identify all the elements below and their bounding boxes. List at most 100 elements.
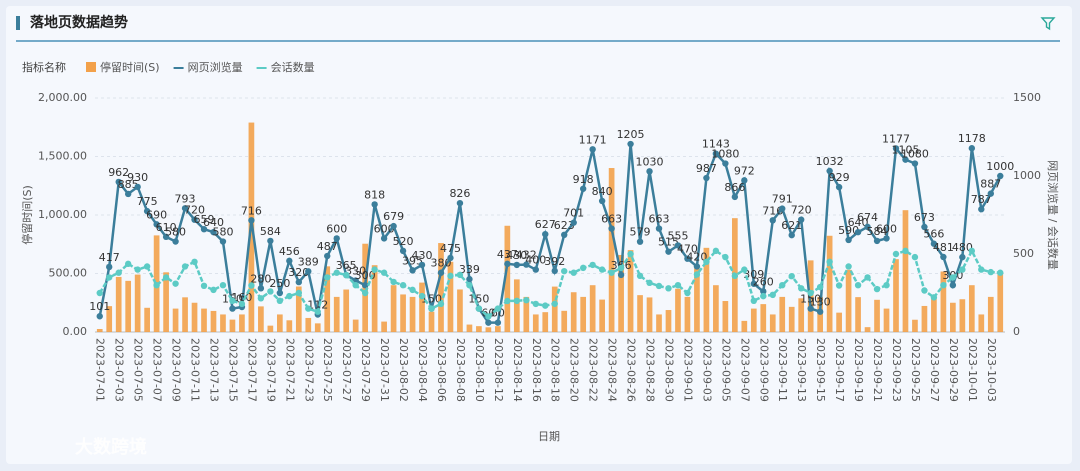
- point: [854, 282, 862, 289]
- bar: [779, 296, 786, 332]
- y-tick-label: 1,500.00: [38, 150, 87, 163]
- point: [494, 305, 502, 312]
- bar: [627, 250, 634, 332]
- data-label: 600: [326, 222, 347, 235]
- data-label: 787: [971, 193, 992, 206]
- data-label: 826: [449, 187, 470, 200]
- x-tick-label: 2023-07-05: [132, 338, 145, 402]
- point: [295, 289, 303, 297]
- data-label: 987: [696, 162, 717, 175]
- data-label: 380: [430, 257, 451, 270]
- bar: [523, 296, 530, 332]
- point: [333, 269, 340, 276]
- data-label: 1080: [711, 148, 739, 161]
- x-tick-label: 2023-08-28: [644, 338, 657, 402]
- y2-tick-label: 1500: [1013, 91, 1041, 104]
- bar: [163, 272, 169, 332]
- data-label: 659: [194, 213, 215, 226]
- x-tick-label: 2023-10-03: [985, 338, 998, 402]
- bar: [191, 302, 198, 332]
- data-label: 487: [317, 240, 338, 253]
- point: [551, 267, 558, 275]
- data-label: 112: [307, 299, 328, 312]
- bar: [646, 297, 653, 332]
- bar: [286, 320, 293, 332]
- filter-icon[interactable]: [1040, 17, 1056, 31]
- bar: [400, 294, 406, 332]
- point: [361, 289, 369, 297]
- point: [835, 183, 843, 191]
- bar: [713, 285, 719, 332]
- point: [333, 235, 340, 242]
- bar: [864, 327, 871, 332]
- point: [655, 282, 663, 290]
- legend-entry: 网页浏览量: [188, 60, 243, 74]
- bar: [447, 261, 454, 332]
- y2-tick-label: 1000: [1013, 169, 1041, 182]
- bar: [665, 310, 672, 332]
- data-label: 584: [867, 225, 888, 238]
- point: [523, 296, 530, 304]
- point: [598, 197, 606, 205]
- bar: [760, 304, 767, 332]
- point: [485, 313, 492, 320]
- data-label: 720: [791, 204, 812, 217]
- point: [371, 266, 378, 273]
- data-label: 481: [933, 241, 954, 254]
- bar: [950, 302, 956, 332]
- point: [845, 236, 852, 244]
- bar: [599, 299, 605, 332]
- bar: [532, 314, 539, 332]
- x-tick-label: 2023-08-20: [568, 338, 581, 402]
- bar: [684, 296, 691, 332]
- data-label: 430: [412, 249, 433, 262]
- data-label: 840: [592, 185, 613, 198]
- data-label: 250: [269, 277, 290, 290]
- bar: [220, 314, 226, 332]
- bar: [589, 285, 596, 332]
- point: [475, 305, 483, 312]
- bar: [229, 319, 236, 332]
- point: [978, 206, 985, 213]
- bar: [741, 320, 748, 332]
- x-tick-label: 2023-07-11: [189, 338, 202, 402]
- point: [617, 271, 625, 279]
- x-tick-label: 2023-09-27: [928, 338, 941, 402]
- point: [636, 238, 644, 245]
- data-label: 584: [260, 225, 281, 238]
- point: [703, 174, 710, 182]
- data-label: 437: [497, 248, 518, 261]
- data-label: 555: [667, 229, 688, 242]
- x-tick-label: 2023-08-24: [606, 338, 619, 402]
- point: [788, 231, 795, 239]
- bar: [580, 296, 587, 332]
- point: [143, 263, 151, 270]
- point: [96, 289, 103, 297]
- bar: [419, 282, 425, 332]
- data-label: 1032: [816, 155, 844, 168]
- data-label: 679: [383, 210, 404, 223]
- point: [286, 257, 293, 265]
- point: [665, 248, 672, 255]
- point: [181, 263, 189, 270]
- point: [987, 190, 994, 197]
- point: [579, 264, 587, 272]
- x-tick-label: 2023-07-27: [340, 338, 353, 402]
- data-label: 101: [89, 300, 110, 313]
- data-label: 1171: [579, 133, 607, 146]
- point: [864, 223, 871, 231]
- point: [172, 280, 179, 287]
- data-label: 716: [762, 204, 783, 217]
- point: [968, 145, 976, 152]
- point: [418, 261, 426, 269]
- x-tick-label: 2023-09-23: [890, 338, 903, 402]
- point: [779, 205, 786, 212]
- data-label: 962: [108, 166, 129, 179]
- bar: [381, 321, 387, 332]
- y-axis-title: 停留时间(S): [20, 185, 34, 245]
- bar: [959, 299, 966, 332]
- point: [342, 271, 350, 279]
- data-label: 720: [184, 204, 205, 217]
- point: [352, 282, 359, 289]
- point: [940, 282, 947, 289]
